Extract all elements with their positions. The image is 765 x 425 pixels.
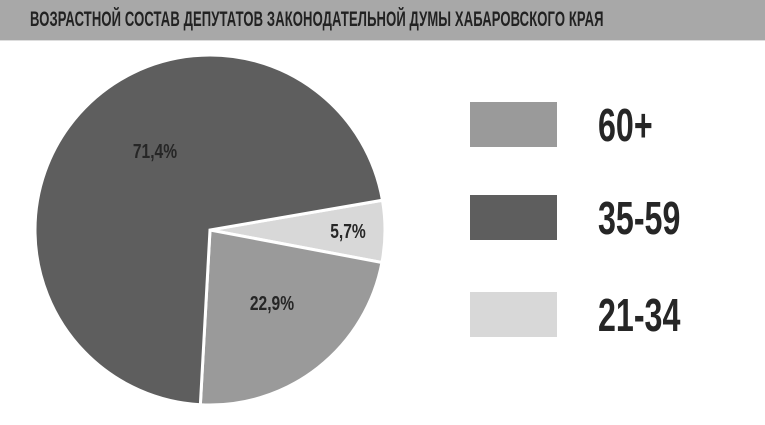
legend-swatch-60plus [470,102,557,147]
legend-swatch-21-34 [470,292,557,337]
legend-swatch-35-59 [470,195,557,240]
pie-slice-35-59 [33,53,385,407]
title-bar: ВОЗРАСТНОЙ СОСТАВ ДЕПУТАТОВ ЗАКОНОДАТЕЛЬ… [0,0,765,41]
legend-label-35-59: 35-59 [598,192,681,244]
chart-title: ВОЗРАСТНОЙ СОСТАВ ДЕПУТАТОВ ЗАКОНОДАТЕЛЬ… [30,8,604,31]
legend-label-60plus: 60+ [598,99,653,151]
pie-label-35-59: 71,4% [133,140,177,162]
pie-label-60+: 22,9% [250,292,294,314]
pie-slice-60+ [198,228,384,407]
legend-label-21-34: 21-34 [598,289,681,341]
pie-label-21-34: 5,7% [330,220,366,242]
